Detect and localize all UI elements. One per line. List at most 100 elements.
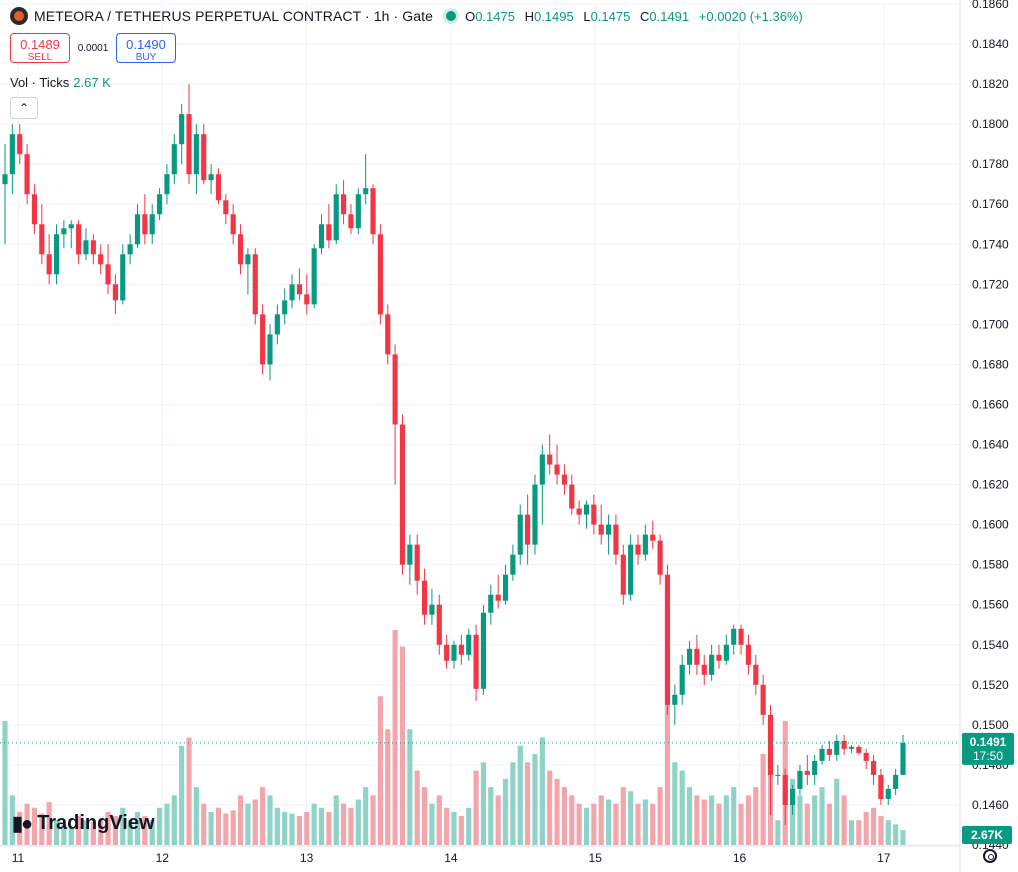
candle-body	[348, 214, 354, 229]
price-tick-label: 0.1860	[972, 0, 1009, 11]
trade-panel: 0.1489 SELL 0.0001 0.1490 BUY	[10, 33, 176, 63]
candle-body	[156, 194, 163, 215]
volume-bar	[267, 795, 273, 845]
volume-bar	[61, 824, 67, 845]
candle-body	[53, 234, 60, 275]
buy-price: 0.1490	[126, 37, 166, 52]
volume-bar	[311, 803, 317, 845]
sell-button[interactable]: 0.1489 SELL	[10, 33, 70, 63]
candle-body	[569, 484, 575, 509]
open-label: O	[465, 8, 476, 24]
volume-bar	[628, 791, 634, 845]
candle-body	[561, 474, 567, 485]
candle-body	[407, 544, 413, 565]
close-label: C	[639, 8, 650, 24]
candle-body	[591, 504, 597, 525]
volume-bar	[414, 770, 420, 845]
candle-body	[31, 194, 38, 225]
volume-bar	[76, 816, 82, 845]
price-tick-label: 0.1740	[972, 237, 1009, 251]
volume-bar	[134, 811, 141, 845]
volume-bar	[289, 813, 295, 845]
volume-bar	[701, 799, 707, 845]
volume-bar	[451, 811, 457, 845]
candle-body	[488, 594, 494, 613]
candle-body	[208, 174, 214, 181]
candle-body	[885, 788, 891, 799]
volume-bar	[201, 803, 207, 845]
tradingview-logo[interactable]: ▮● TradingView	[12, 811, 155, 836]
candle-body	[745, 644, 752, 665]
candle-body	[767, 714, 774, 775]
volume-legend[interactable]: Vol · Ticks 2.67 K	[10, 75, 111, 90]
volume-bar	[318, 807, 325, 845]
chart-settings-icon[interactable]	[983, 849, 997, 863]
volume-bar	[576, 803, 582, 845]
candle-body	[385, 314, 391, 355]
ohlc-values: O0.1475 H0.1495 L0.1475 C0.1491 +0.0020 …	[465, 9, 803, 24]
candle-body	[517, 514, 523, 555]
candle-body	[723, 644, 729, 661]
price-tick-label: 0.1700	[972, 317, 1009, 331]
volume-legend-label: Vol · Ticks	[10, 75, 70, 90]
volume-bar	[208, 811, 214, 845]
volume-bar	[480, 762, 487, 845]
candle-body	[635, 544, 641, 555]
candle-body	[289, 284, 295, 301]
candle-body	[436, 604, 442, 645]
volume-bar	[230, 810, 236, 845]
volume-bar	[363, 787, 369, 845]
symbol-title[interactable]: METEORA / TETHERUS PERPETUAL CONTRACT · …	[34, 8, 434, 24]
candle-body	[760, 684, 766, 715]
candle-body	[510, 554, 516, 575]
candle-body	[252, 254, 258, 315]
volume-bar	[90, 821, 96, 845]
volume-bar	[31, 807, 38, 845]
sell-price: 0.1489	[20, 37, 60, 52]
candle-body	[554, 464, 560, 475]
price-tick-label: 0.1640	[972, 438, 1009, 452]
candle-body	[90, 240, 96, 255]
price-tick-label: 0.1500	[972, 718, 1009, 732]
low-value: 0.1475	[590, 8, 631, 24]
volume-bar	[804, 803, 810, 845]
volume-bar	[407, 729, 413, 845]
candle-body	[201, 134, 207, 181]
volume-bar	[826, 803, 832, 845]
candle-body	[731, 628, 737, 645]
volume-bar	[112, 816, 118, 845]
volume-bar	[834, 778, 840, 845]
candle-body	[539, 454, 545, 485]
volume-bar	[841, 795, 847, 845]
candle-body	[333, 194, 339, 241]
candle-body	[620, 554, 626, 595]
volume-bar	[583, 807, 590, 845]
price-tick-label: 0.1720	[972, 277, 1009, 291]
market-status-icon[interactable]	[443, 8, 460, 24]
volume-bar	[635, 803, 641, 845]
volume-bar	[458, 816, 464, 845]
time-tick-label: 15	[589, 851, 603, 865]
collapse-legend-button[interactable]: ⌃	[10, 97, 38, 119]
candle-body	[245, 254, 251, 265]
volume-bar	[686, 787, 693, 845]
volume-bar	[355, 799, 361, 845]
candle-body	[473, 634, 479, 689]
volume-bar	[488, 787, 494, 845]
candle-body	[98, 254, 104, 265]
volume-axis-box	[962, 826, 1012, 844]
candle-body	[848, 746, 855, 749]
volume-bar	[149, 820, 155, 845]
candle-body	[870, 760, 877, 775]
candle-body	[679, 664, 685, 695]
volume-bar	[326, 811, 332, 845]
candle-body	[363, 188, 369, 195]
candle-body	[76, 224, 82, 255]
volume-bar	[444, 807, 450, 845]
candle-body	[326, 224, 332, 241]
buy-button[interactable]: 0.1490 BUY	[116, 33, 176, 63]
candle-body	[304, 294, 310, 305]
candle-body	[893, 774, 899, 789]
volume-bar	[760, 754, 766, 845]
